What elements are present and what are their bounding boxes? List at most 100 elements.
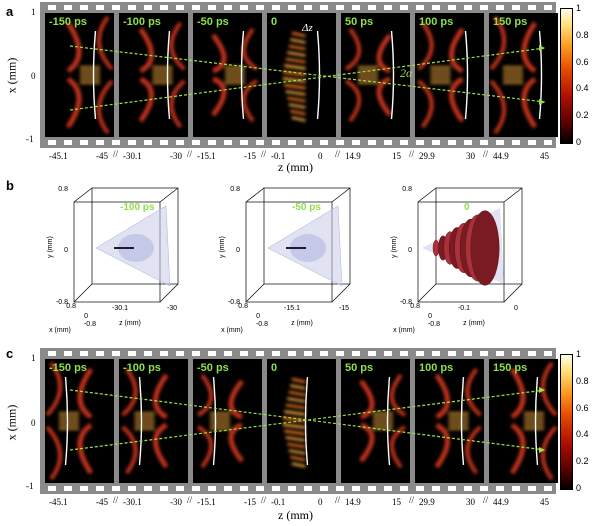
z-tick-label: -45 (96, 497, 108, 507)
axis-break-mark: // (483, 149, 489, 159)
sprocket-hole (448, 486, 456, 491)
colorbar-tick: 0 (576, 137, 582, 147)
sprocket-hole (448, 140, 456, 145)
z-tick-label: -15 (244, 151, 256, 161)
sprocket-hole (400, 5, 408, 10)
axis-break-mark: // (335, 495, 341, 505)
x-tick-a-mid: 0 (31, 71, 36, 81)
frame-label: 150 ps (493, 16, 528, 28)
sprocket-hole (192, 351, 200, 356)
sprocket-hole (272, 486, 280, 491)
sprocket-hole (480, 140, 488, 145)
x-tick: 0.8 (410, 303, 420, 310)
sprocket-hole (144, 5, 152, 10)
sprocket-hole (80, 5, 88, 10)
y-tick: 0.8 (58, 186, 68, 193)
sprocket-hole (448, 351, 456, 356)
frame-label: -50 ps (197, 16, 229, 28)
film-strip-c: -150 ps -100 ps -50 ps 0 50 ps 100 ps 150 ps (40, 348, 558, 494)
frame-0: -150 ps (45, 13, 114, 137)
panel-a-label: a (6, 4, 14, 19)
sprocket-hole (176, 5, 184, 10)
x-tick: 0.8 (66, 303, 76, 310)
sprocket-hole (64, 5, 72, 10)
sprocket-hole (224, 351, 232, 356)
sprocket-hole (352, 351, 360, 356)
x-tick: 0 (428, 313, 432, 320)
z-tick: -0.1 (458, 305, 470, 312)
x-axis-label-a: x (mm) (4, 57, 19, 94)
sprocket-hole (416, 140, 424, 145)
box-label: -50 ps (292, 202, 321, 213)
colorbar-gradient (560, 354, 573, 490)
y-axis-label-b: y (mm) (47, 236, 54, 258)
sprocket-hole (224, 140, 232, 145)
sprocket-hole (144, 486, 152, 491)
z-ticks-c: -45.1 -45 // -30.1 -30 // -15.1 -15 // -0.1 0 // 14.… (40, 495, 556, 509)
z-tick-label: 29.9 (419, 497, 435, 507)
sprocket-hole (288, 486, 296, 491)
sprocket-hole (160, 5, 168, 10)
frame-label: 100 ps (419, 362, 454, 374)
sprocket-hole (112, 5, 120, 10)
sprocket-hole (528, 5, 536, 10)
delta-z-annotation: Δz (302, 22, 313, 34)
sprocket-hole (160, 140, 168, 145)
sprocket-hole (176, 140, 184, 145)
sprocket-hole (544, 486, 552, 491)
sprocket-hole (480, 351, 488, 356)
sprocket-hole (432, 140, 440, 145)
sprocket-hole (512, 5, 520, 10)
axis-break-mark: // (483, 495, 489, 505)
sprocket-hole (208, 351, 216, 356)
sprocket-hole (96, 486, 104, 491)
sprocket-hole (368, 486, 376, 491)
sprocket-hole (128, 486, 136, 491)
box-label: -100 ps (120, 202, 155, 213)
sprocket-hole (352, 140, 360, 145)
sprocket-hole (336, 5, 344, 10)
colorbar-tick: 0.4 (576, 83, 589, 94)
sprocket-hole (304, 140, 312, 145)
x-tick-c-bot: -1 (26, 481, 34, 491)
sprocket-hole (160, 351, 168, 356)
sprocket-hole (288, 351, 296, 356)
frame-label: -150 ps (49, 362, 87, 374)
z-tick-label: 44.9 (493, 497, 509, 507)
frame-6: 150 ps (489, 13, 558, 137)
sprocket-hole (432, 351, 440, 356)
colorbar-a: 1 0.8 0.6 0.4 0.2 0 (560, 3, 600, 148)
sprocket-hole (320, 5, 328, 10)
sprocket-hole (160, 486, 168, 491)
sprocket-hole (544, 5, 552, 10)
frame-label: 50 ps (345, 16, 374, 28)
colorbar-tick: 0.6 (576, 56, 589, 67)
colorbar-tick: 0.8 (576, 375, 589, 386)
z-tick-label: 45 (540, 497, 549, 507)
sprocket-hole (464, 140, 472, 145)
colorbar-c: 1 0.8 0.6 0.4 0.2 0 (560, 349, 600, 494)
z-axis-label-a: z (mm) (278, 160, 313, 174)
sprocket-hole (400, 351, 408, 356)
z-tick-label: -30.1 (123, 151, 142, 161)
colorbar-tick: 0.2 (576, 456, 589, 467)
sprocket-hole (128, 351, 136, 356)
sprocket-hole (448, 5, 456, 10)
frame-0: -150 ps (45, 359, 114, 483)
frame-label: -150 ps (49, 16, 87, 28)
z-tick-label: -45.1 (49, 497, 68, 507)
frame-4: 50 ps (341, 359, 410, 483)
sprocket-hole (464, 5, 472, 10)
sprocket-hole (48, 140, 56, 145)
colorbar-tick: 0.6 (576, 402, 589, 413)
colorbar-tick: 0.8 (576, 29, 589, 40)
frame-label: 0 (271, 16, 278, 28)
sprocket-hole (96, 140, 104, 145)
axis-break-mark: // (261, 495, 267, 505)
sprocket-hole (384, 5, 392, 10)
box-3d-0: 0.8 0 -0.8 -30.1 -30 0.8 0 -0.8 z (mm) x (mm) y (m… (40, 180, 212, 340)
panel-c-label: c (6, 346, 14, 361)
sprocket-hole (384, 140, 392, 145)
sprocket-hole (416, 486, 424, 491)
colorbar-tick: 0.4 (576, 429, 589, 440)
